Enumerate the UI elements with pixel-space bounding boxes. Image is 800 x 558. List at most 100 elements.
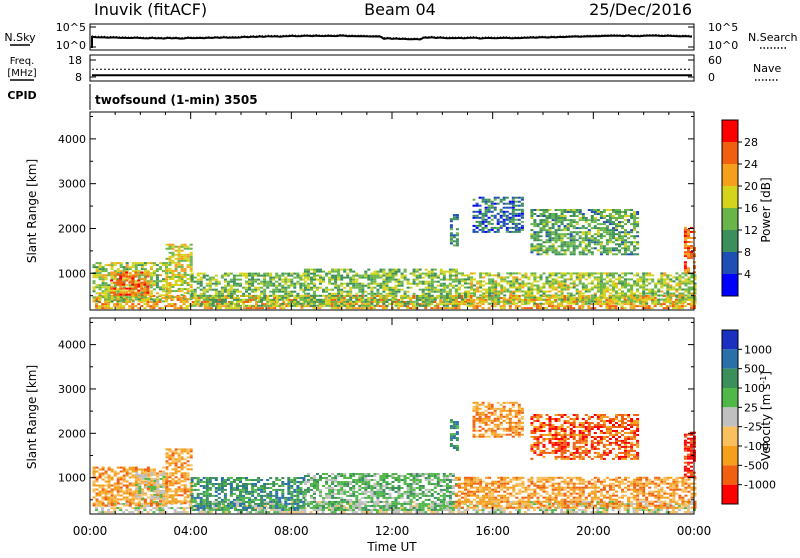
data-cell xyxy=(278,299,281,301)
data-cell xyxy=(319,501,322,503)
data-cell xyxy=(328,289,331,291)
data-cell xyxy=(322,281,325,283)
data-cell xyxy=(428,283,431,285)
data-cell xyxy=(624,301,627,303)
data-cell xyxy=(263,275,266,277)
data-cell xyxy=(436,511,439,513)
data-cell xyxy=(213,501,216,503)
data-cell xyxy=(572,307,575,309)
data-cell xyxy=(150,282,153,284)
data-cell xyxy=(373,275,376,277)
data-cell xyxy=(200,293,203,295)
data-cell xyxy=(548,305,551,307)
data-cell xyxy=(449,291,452,293)
data-cell xyxy=(512,301,515,303)
colorbar-tick-label: 16 xyxy=(744,202,758,215)
data-cell xyxy=(657,278,660,280)
data-cell xyxy=(455,299,458,301)
data-cell xyxy=(552,295,555,297)
data-cell xyxy=(404,297,407,299)
data-cell xyxy=(564,301,567,303)
data-cell xyxy=(630,241,633,243)
data-cell xyxy=(597,219,600,221)
data-cell xyxy=(450,224,453,226)
data-cell xyxy=(269,275,272,277)
data-cell xyxy=(105,268,108,270)
data-cell xyxy=(174,307,177,309)
data-cell xyxy=(512,297,515,299)
data-cell xyxy=(122,511,125,513)
data-cell xyxy=(482,219,485,221)
data-cell xyxy=(313,299,316,301)
data-cell xyxy=(316,275,319,277)
nave-label: Nave xyxy=(753,62,781,75)
data-cell xyxy=(621,280,624,282)
data-cell xyxy=(126,300,129,302)
data-cell xyxy=(181,278,184,280)
data-cell xyxy=(178,288,181,290)
data-cell xyxy=(218,291,221,293)
data-cell xyxy=(657,303,660,305)
data-cell xyxy=(549,283,552,285)
data-cell xyxy=(578,305,581,307)
data-cell xyxy=(527,278,530,280)
data-cell xyxy=(500,301,503,303)
data-cell xyxy=(206,295,209,297)
data-cell xyxy=(633,215,636,217)
data-cell xyxy=(488,289,491,291)
data-cell xyxy=(527,303,530,305)
data-cell xyxy=(236,275,239,277)
data-cell xyxy=(606,225,609,227)
data-cell xyxy=(296,273,299,275)
data-cell xyxy=(128,511,131,513)
data-cell xyxy=(603,283,606,285)
data-cell xyxy=(455,305,458,307)
data-cell xyxy=(515,305,518,307)
data-cell xyxy=(166,270,169,272)
data-cell xyxy=(152,305,155,307)
data-cell xyxy=(624,251,627,253)
data-cell xyxy=(287,303,290,305)
data-cell xyxy=(603,297,606,299)
data-cell xyxy=(178,264,181,266)
data-cell xyxy=(506,299,509,301)
data-cell xyxy=(621,243,624,245)
data-cell xyxy=(549,245,552,247)
data-cell xyxy=(275,295,278,297)
data-cell xyxy=(485,227,488,229)
data-cell xyxy=(165,280,168,282)
data-cell xyxy=(313,303,316,305)
data-cell xyxy=(585,247,588,249)
data-cell xyxy=(681,299,684,301)
data-cell xyxy=(482,511,485,513)
data-cell xyxy=(181,256,184,258)
data-cell xyxy=(543,293,546,295)
data-cell xyxy=(434,281,437,283)
data-cell xyxy=(269,295,272,297)
data-cell xyxy=(494,215,497,217)
data-cell xyxy=(245,299,248,301)
data-cell xyxy=(260,281,263,283)
data-cell xyxy=(401,295,404,297)
data-cell xyxy=(398,271,401,273)
data-cell xyxy=(606,241,609,243)
data-cell xyxy=(178,246,181,248)
data-cell xyxy=(555,221,558,223)
data-cell xyxy=(364,299,367,301)
data-cell xyxy=(594,247,597,249)
data-cell xyxy=(549,229,552,231)
data-cell xyxy=(627,245,630,247)
data-cell xyxy=(579,293,582,295)
data-cell xyxy=(431,273,434,275)
y-tick-label: 1000 xyxy=(58,267,86,280)
data-cell xyxy=(138,264,141,266)
data-cell xyxy=(497,227,500,229)
data-cell xyxy=(597,249,600,251)
data-cell xyxy=(666,291,669,293)
data-cell xyxy=(609,239,612,241)
data-cell xyxy=(594,241,597,243)
data-cell xyxy=(573,280,576,282)
data-cell xyxy=(582,227,585,229)
data-cell xyxy=(600,235,603,237)
data-cell xyxy=(558,303,561,305)
